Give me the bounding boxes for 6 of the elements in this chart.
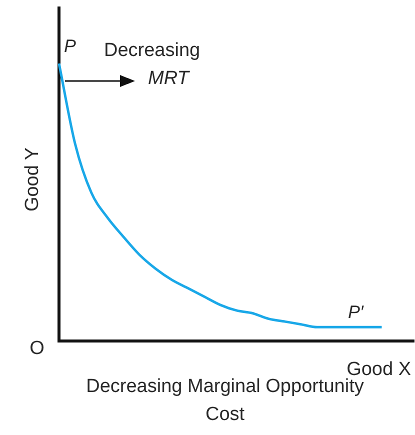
text: O [30, 338, 44, 359]
text: P [64, 36, 76, 56]
text: Decreasing Marginal Opportunity Cost [86, 376, 364, 425]
annotation: Decreasing MRT [104, 40, 200, 89]
y-axis-title: Good Y [22, 147, 43, 212]
annotation: P′ [348, 302, 364, 322]
